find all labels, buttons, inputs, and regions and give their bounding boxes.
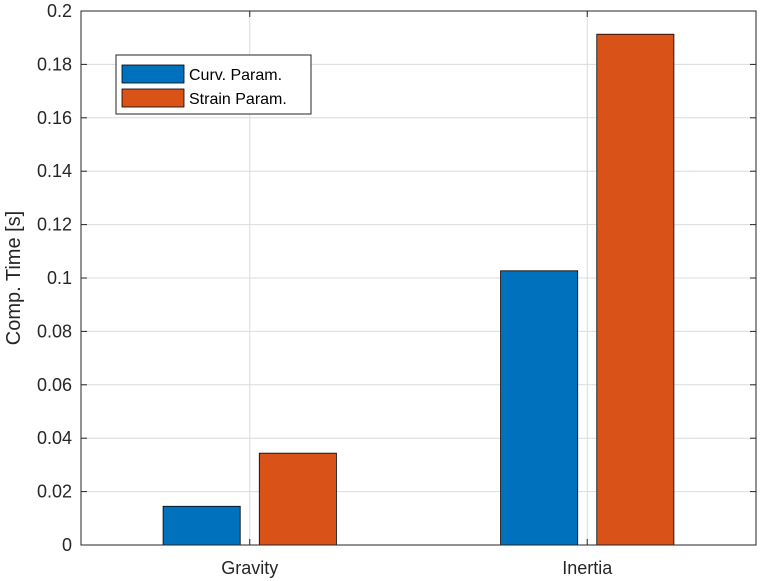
x-axis: Gravity Inertia bbox=[221, 11, 613, 578]
y-tick-label: 0.14 bbox=[37, 161, 72, 181]
legend-swatch bbox=[121, 88, 185, 108]
x-tick-label: Gravity bbox=[221, 558, 278, 578]
y-axis: 0 0.02 0.04 0.06 0.08 0.1 0.12 0.14 0.16 0.18 0.2 bbox=[37, 1, 756, 555]
legend-label: Curv. Param. bbox=[189, 67, 282, 84]
y-tick-label: 0.18 bbox=[37, 54, 72, 74]
legend: Curv. Param. Strain Param. bbox=[115, 54, 312, 115]
y-tick-label: 0.16 bbox=[37, 108, 72, 128]
x-tick-label: Inertia bbox=[562, 558, 613, 578]
y-axis-label: Comp. Time [s] bbox=[3, 211, 25, 345]
bars bbox=[162, 33, 675, 546]
bar-inertia-strain bbox=[596, 33, 675, 546]
y-tick-label: 0.1 bbox=[47, 268, 72, 288]
y-tick-label: 0.04 bbox=[37, 428, 72, 448]
y-tick-label: 0 bbox=[62, 535, 72, 555]
grid bbox=[81, 11, 756, 545]
bar-inertia-curv bbox=[500, 270, 579, 546]
y-tick-label: 0.06 bbox=[37, 375, 72, 395]
bar-gravity-curv bbox=[162, 505, 241, 546]
y-tick-label: 0.2 bbox=[47, 1, 72, 21]
y-tick-label: 0.08 bbox=[37, 321, 72, 341]
y-tick-label: 0.12 bbox=[37, 215, 72, 235]
legend-label: Strain Param. bbox=[189, 91, 287, 108]
legend-swatch bbox=[121, 64, 185, 84]
y-tick-label: 0.02 bbox=[37, 482, 72, 502]
bar-gravity-strain bbox=[258, 452, 337, 546]
